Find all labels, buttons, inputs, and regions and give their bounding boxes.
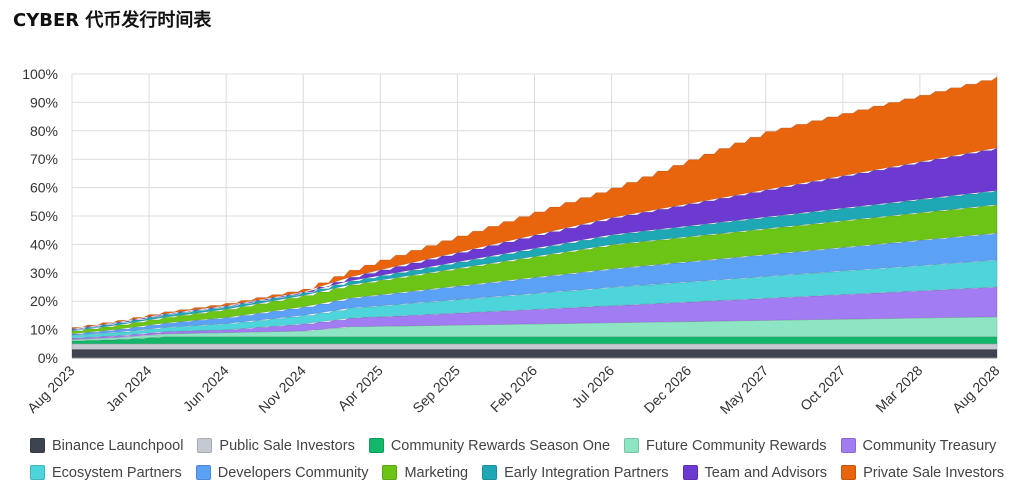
legend-swatch xyxy=(482,465,498,480)
x-tick-label: Jun 2024 xyxy=(180,362,232,414)
area-public-sale-investors xyxy=(71,343,998,350)
area-private-sale-investors xyxy=(71,76,998,330)
area-series xyxy=(71,76,998,359)
y-tick-label: 40% xyxy=(30,236,58,252)
area-marketing xyxy=(71,204,998,335)
x-tick-label: Apr 2025 xyxy=(334,362,386,414)
x-tick-label: Aug 2028 xyxy=(949,362,1003,416)
legend-item[interactable]: Public Sale Investors xyxy=(197,437,355,454)
legend-label: Early Integration Partners xyxy=(504,464,669,481)
y-tick-label: 60% xyxy=(30,180,58,196)
legend-swatch xyxy=(30,438,45,453)
x-tick-label: Nov 2024 xyxy=(255,362,309,416)
legend-swatch xyxy=(624,438,640,453)
legend-swatch xyxy=(682,465,698,480)
chart-title: CYBER 代币发行时间表 xyxy=(13,10,212,31)
legend-label: Ecosystem Partners xyxy=(52,464,182,481)
legend-label: Community Treasury xyxy=(862,437,997,454)
x-tick-label: Aug 2023 xyxy=(24,362,78,416)
legend-label: Community Rewards Season One xyxy=(390,437,611,454)
y-tick-label: 20% xyxy=(30,293,58,309)
legend-item[interactable]: Binance Launchpool xyxy=(30,438,183,454)
x-tick-label: Feb 2026 xyxy=(487,362,540,415)
legend-label: Team and Advisors xyxy=(704,464,828,481)
x-tick-label: Sep 2025 xyxy=(409,362,463,416)
y-tick-label: 90% xyxy=(30,94,58,110)
legend-row: Ecosystem Partners Developers Community Ma… xyxy=(30,459,1020,486)
legend-label: Private Sale Investors xyxy=(863,464,1005,481)
legend-swatch xyxy=(197,438,213,453)
legend-label: Developers Community xyxy=(217,464,369,481)
y-tick-label: 30% xyxy=(30,265,58,281)
legend: Binance Launchpool Public Sale Investors C… xyxy=(30,432,1020,486)
legend-item[interactable]: Early Integration Partners xyxy=(482,464,669,481)
y-tick-label: 70% xyxy=(30,151,58,167)
legend-label: Public Sale Investors xyxy=(219,437,355,454)
x-tick-label: May 2027 xyxy=(717,362,772,417)
legend-item[interactable]: Team and Advisors xyxy=(682,464,828,481)
area-early-integration-partners xyxy=(71,189,998,332)
legend-swatch xyxy=(382,465,398,480)
legend-item[interactable]: Marketing xyxy=(382,465,468,481)
y-tick-label: 0% xyxy=(38,350,58,366)
legend-item[interactable]: Private Sale Investors xyxy=(841,465,1004,481)
legend-row: Binance Launchpool Public Sale Investors C… xyxy=(30,432,1020,459)
legend-item[interactable]: Developers Community xyxy=(195,464,369,481)
x-axis: Aug 2023 Jan 2024 Jun 2024 Nov 2024 Apr 2025… xyxy=(24,362,1003,417)
y-tick-label: 80% xyxy=(30,123,58,139)
legend-item[interactable]: Community Rewards Season One xyxy=(368,437,611,454)
area-community-treasury xyxy=(71,286,998,340)
y-axis: 0% 10% 20% 30% 40% 50% 60% 70% 80% 90% 100% xyxy=(22,66,997,366)
area-developers-community xyxy=(71,232,998,336)
legend-swatch xyxy=(30,465,45,480)
y-tick-label: 10% xyxy=(30,322,58,338)
y-tick-label: 100% xyxy=(22,66,58,82)
y-tick-label: 50% xyxy=(30,208,58,224)
legend-swatch xyxy=(368,438,384,453)
x-tick-label: Jan 2024 xyxy=(103,362,155,414)
legend-item[interactable]: Future Community Rewards xyxy=(624,438,827,454)
legend-swatch xyxy=(840,438,856,453)
x-tick-label: Oct 2027 xyxy=(797,362,849,414)
area-team-and-advisors xyxy=(71,147,998,331)
legend-item[interactable]: Community Treasury xyxy=(840,437,997,454)
legend-label: Marketing xyxy=(404,464,469,481)
area-ecosystem-partners xyxy=(71,259,998,339)
x-tick-label: Mar 2028 xyxy=(872,362,925,415)
stacked-area-chart: 0% 10% 20% 30% 40% 50% 60% 70% 80% 90% 100% Aug 20… xyxy=(22,66,1003,417)
area-community-rewards-season-one xyxy=(71,336,998,345)
x-tick-label: Jul 2026 xyxy=(568,362,617,411)
legend-swatch xyxy=(841,465,857,480)
area-binance-launchpool xyxy=(71,349,998,359)
legend-item[interactable]: Ecosystem Partners xyxy=(30,465,182,481)
x-tick-label: Dec 2026 xyxy=(641,362,695,416)
legend-swatch xyxy=(195,465,211,480)
legend-label: Binance Launchpool xyxy=(52,437,184,454)
area-future-community-rewards xyxy=(71,316,998,342)
legend-label: Future Community Rewards xyxy=(646,437,827,454)
